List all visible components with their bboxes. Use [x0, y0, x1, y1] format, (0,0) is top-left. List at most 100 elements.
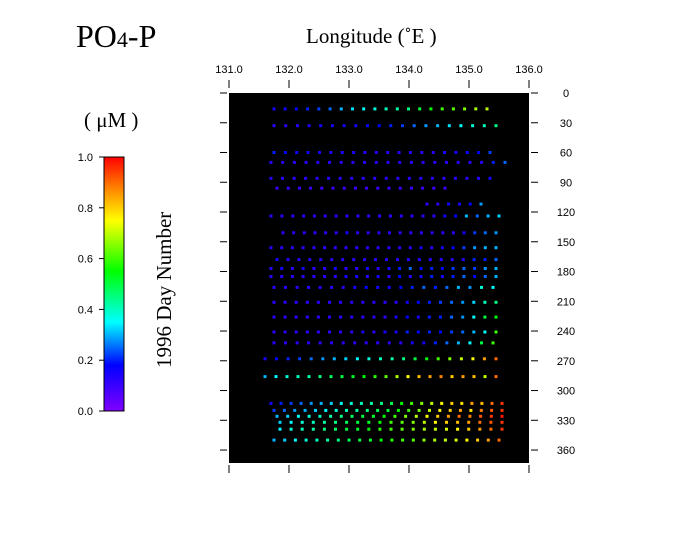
- y-axis: 0 30 60 90 120 150 180 210 240 270 300 330 360: [220, 88, 575, 457]
- data-point: [275, 258, 279, 262]
- data-point: [427, 330, 431, 334]
- data-point: [497, 438, 501, 442]
- data-point: [378, 420, 382, 424]
- data-point: [377, 124, 381, 128]
- data-point: [433, 285, 437, 289]
- data-point: [422, 341, 426, 345]
- data-point: [473, 267, 477, 270]
- data-point: [306, 107, 310, 111]
- data-point: [483, 258, 487, 262]
- data-point: [478, 427, 482, 431]
- data-point: [480, 160, 484, 164]
- data-point: [355, 267, 359, 270]
- colorbar-unit-label: ( μM ): [84, 108, 139, 132]
- data-point: [284, 124, 288, 128]
- data-point: [352, 151, 356, 154]
- data-point: [454, 151, 458, 154]
- data-point: [368, 438, 372, 442]
- data-point: [338, 176, 342, 180]
- data-point: [417, 408, 421, 412]
- data-point: [445, 427, 448, 431]
- data-point: [430, 176, 434, 180]
- data-point: [339, 315, 343, 319]
- data-point: [290, 246, 294, 250]
- data-point: [376, 246, 380, 250]
- data-point: [285, 375, 289, 379]
- data-point: [500, 408, 504, 412]
- data-point: [488, 151, 492, 154]
- data-point: [361, 315, 365, 319]
- data-point: [408, 151, 412, 154]
- data-point: [421, 214, 425, 218]
- data-point: [344, 275, 348, 278]
- data-point: [409, 186, 413, 190]
- data-point: [421, 186, 425, 190]
- data-point: [461, 330, 465, 334]
- data-point: [386, 160, 390, 164]
- data-point: [377, 231, 381, 235]
- data-point: [305, 315, 309, 319]
- data-point: [500, 414, 504, 418]
- data-point: [361, 414, 365, 418]
- y-tick-label: 330: [557, 415, 575, 427]
- data-point: [414, 414, 418, 418]
- data-point: [289, 427, 293, 431]
- data-point: [459, 124, 463, 128]
- data-point: [304, 438, 308, 442]
- data-point: [440, 401, 444, 405]
- data-point: [436, 414, 440, 418]
- data-point: [406, 258, 410, 262]
- data-point: [336, 438, 340, 442]
- data-point: [438, 408, 442, 412]
- data-point: [315, 176, 319, 180]
- data-point: [457, 202, 461, 206]
- data-point: [431, 151, 435, 154]
- data-point: [323, 214, 327, 218]
- data-point: [447, 124, 451, 128]
- data-point: [399, 285, 403, 289]
- data-point: [323, 267, 327, 270]
- data-point: [411, 427, 415, 431]
- data-point: [356, 231, 360, 235]
- data-point: [312, 246, 316, 250]
- data-point: [396, 258, 399, 262]
- data-point: [292, 231, 296, 235]
- data-point: [456, 285, 460, 289]
- data-point: [486, 214, 490, 218]
- colorbar-tick-label: 0.8: [78, 203, 93, 215]
- data-point: [494, 375, 498, 379]
- data-point: [366, 124, 369, 128]
- data-point: [361, 330, 365, 334]
- data-point: [274, 375, 278, 379]
- colorbar: [103, 156, 125, 412]
- data-point: [410, 285, 414, 289]
- data-point: [328, 160, 331, 164]
- data-point: [491, 341, 495, 345]
- data-point: [314, 408, 317, 412]
- data-point: [318, 285, 322, 289]
- data-point: [462, 246, 466, 250]
- data-point: [440, 275, 444, 278]
- data-point: [468, 285, 472, 289]
- data-point: [477, 151, 481, 154]
- colorbar-tick-label: 1.0: [78, 152, 93, 164]
- data-point: [294, 330, 298, 334]
- data-point: [279, 401, 283, 405]
- data-point: [334, 420, 337, 424]
- data-point: [473, 246, 477, 250]
- data-point: [411, 420, 415, 424]
- data-point: [425, 357, 429, 361]
- data-point: [373, 375, 377, 379]
- data-point: [322, 427, 326, 431]
- data-point: [465, 151, 469, 154]
- data-point: [319, 401, 323, 405]
- data-point: [339, 401, 343, 405]
- x-tick-label: 135.0: [455, 64, 483, 76]
- data-point: [425, 414, 429, 418]
- data-point: [477, 176, 480, 180]
- data-point: [284, 285, 287, 289]
- data-point: [494, 246, 498, 250]
- data-point: [355, 408, 359, 412]
- data-point: [340, 151, 344, 154]
- data-point: [451, 246, 455, 250]
